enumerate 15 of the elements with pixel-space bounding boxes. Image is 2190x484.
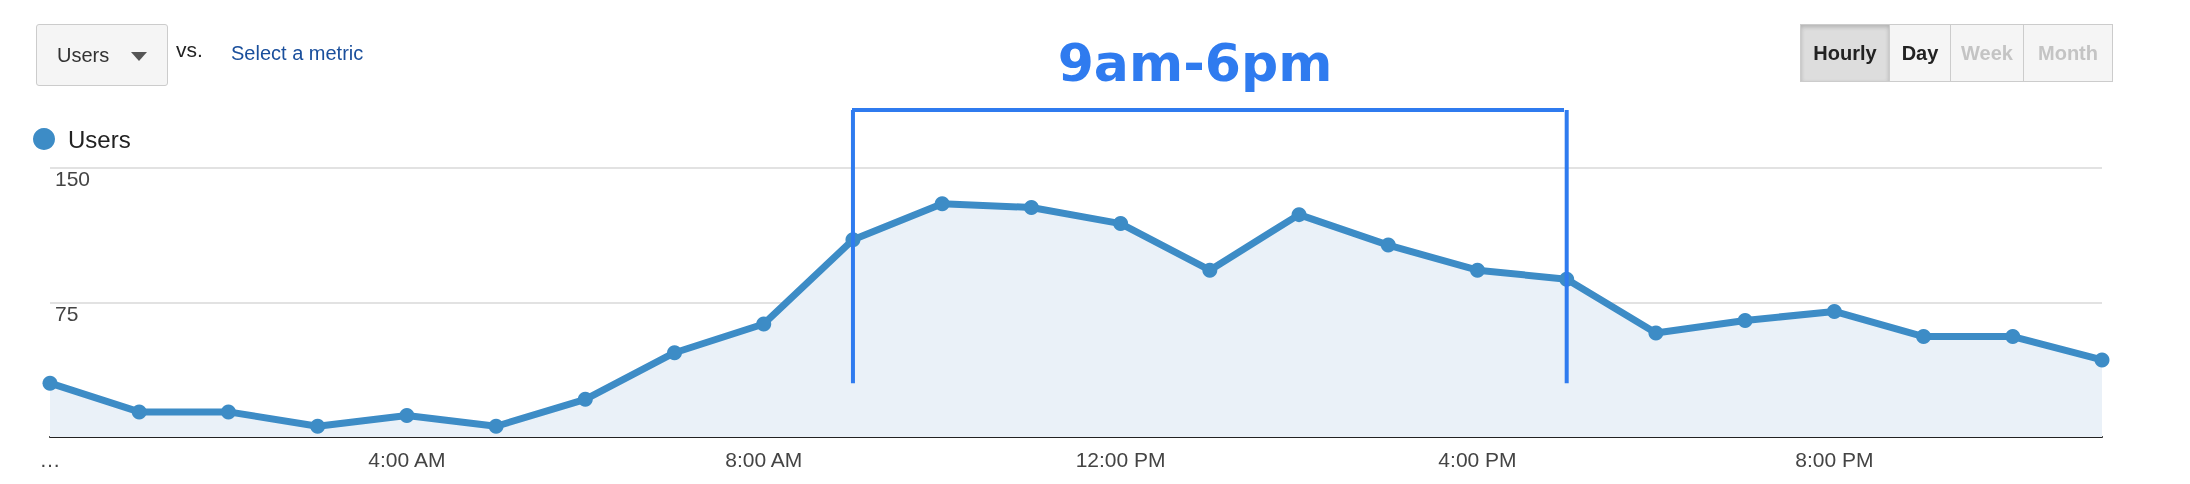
y-tick-label: 75 [55,301,79,325]
text: Hourly [1800,24,1890,82]
x-tick-label: 8:00 PM [1795,448,1874,471]
legend-label: Users [68,125,131,153]
text: Select a metric [231,42,364,65]
chart-title: 9am-6pm [1057,33,1333,93]
y-tick-label: 150 [55,167,91,190]
x-tick-label: … [39,448,61,471]
text: Users [36,24,168,86]
x-tick-label: 8:00 AM [725,448,803,471]
text: Day [1889,24,1951,82]
x-tick-label: 4:00 PM [1438,448,1517,471]
x-tick-label: 12:00 PM [1075,448,1166,471]
x-tick-label: 4:00 AM [368,448,446,471]
text: vs. [176,38,203,62]
